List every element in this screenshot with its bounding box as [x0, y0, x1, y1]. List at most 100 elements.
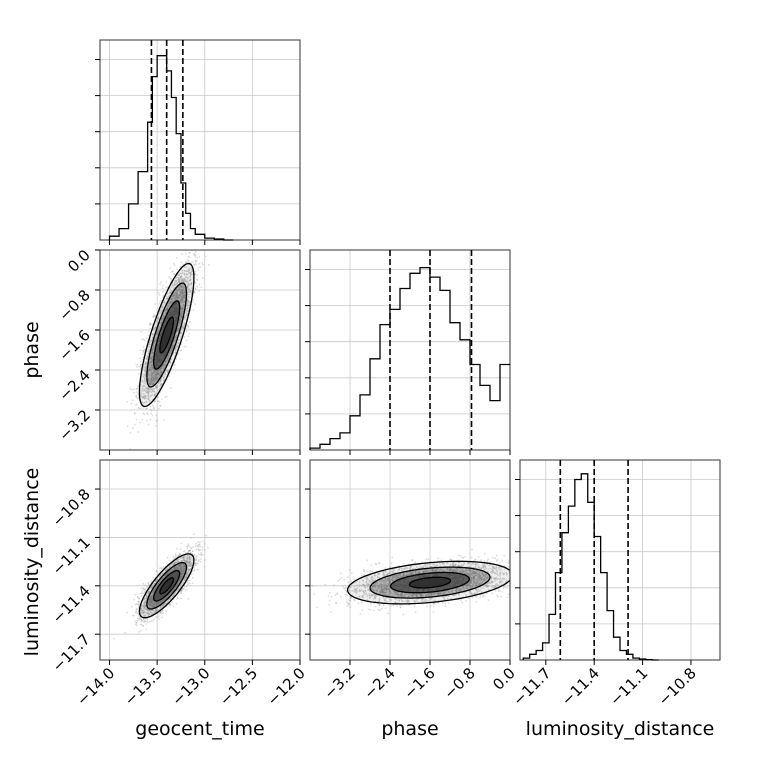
sample-point	[155, 603, 158, 606]
sample-point	[188, 284, 191, 286]
sample-point	[180, 313, 183, 316]
sample-point	[185, 346, 187, 348]
sample-point	[158, 313, 161, 315]
sample-point	[158, 602, 161, 605]
sample-point	[150, 612, 153, 614]
sample-point	[186, 545, 189, 548]
sample-point	[157, 372, 160, 375]
sample-point	[194, 563, 197, 565]
sample-point	[176, 344, 179, 347]
sample-point	[148, 343, 151, 346]
sample-point	[166, 357, 169, 360]
sample-point	[198, 543, 201, 545]
sample-point	[173, 283, 176, 286]
sample-point	[148, 327, 151, 329]
sample-point	[149, 361, 152, 364]
sample-point	[173, 568, 176, 571]
sample-point	[151, 351, 154, 354]
sample-point	[166, 572, 169, 575]
sample-point	[166, 359, 169, 361]
sample-point	[162, 290, 165, 293]
sample-point	[151, 367, 154, 370]
sample-point	[177, 295, 180, 297]
sample-point	[187, 286, 189, 288]
sample-point	[172, 563, 175, 566]
sample-point	[180, 284, 183, 287]
sample-point	[148, 597, 151, 600]
sample-point	[194, 288, 197, 290]
sample-point	[171, 346, 174, 349]
sample-point	[173, 587, 176, 590]
sample-point	[188, 293, 190, 296]
sample-point	[154, 314, 157, 317]
sample-point	[183, 558, 186, 561]
sample-point	[160, 321, 163, 324]
sample-point	[152, 329, 155, 331]
sample-point	[178, 578, 181, 581]
sample-point	[183, 280, 186, 283]
sample-point	[169, 592, 172, 595]
sample-point	[157, 582, 160, 585]
sample-point	[180, 570, 183, 573]
sample-point	[181, 279, 184, 281]
sample-point	[173, 273, 175, 276]
sample-point	[152, 379, 155, 381]
sample-point	[155, 377, 157, 379]
sample-point	[166, 572, 169, 575]
sample-point	[171, 568, 173, 571]
sample-point	[182, 556, 184, 559]
sample-point	[174, 336, 177, 338]
sample-point	[136, 619, 139, 622]
sample-point	[151, 595, 154, 598]
sample-point	[180, 592, 183, 595]
sample-point	[154, 372, 157, 375]
sample-point	[151, 585, 154, 587]
sample-point	[155, 602, 158, 605]
sample-point	[180, 566, 183, 569]
sample-point	[146, 386, 148, 388]
sample-point	[181, 296, 183, 299]
sample-point	[154, 602, 157, 605]
sample-point	[179, 294, 182, 297]
sample-point	[164, 570, 167, 572]
sample-point	[189, 291, 192, 293]
sample-point	[165, 602, 168, 605]
sample-point	[187, 569, 190, 571]
sample-point	[178, 321, 181, 323]
sample-point	[185, 280, 188, 283]
sample-point	[152, 377, 155, 380]
sample-point	[181, 324, 184, 327]
sample-point	[157, 329, 160, 332]
sample-point	[182, 556, 185, 558]
sample-point	[187, 246, 189, 248]
sample-point	[214, 225, 216, 227]
sample-point	[186, 313, 189, 316]
y-tick-label: −3.2	[55, 406, 93, 444]
sample-point	[147, 390, 150, 392]
sample-point	[187, 565, 190, 567]
sample-point	[190, 563, 193, 566]
sample-point	[176, 290, 179, 292]
sample-point	[173, 563, 176, 566]
sample-point	[156, 373, 158, 375]
sample-point	[153, 313, 156, 316]
sample-point	[158, 368, 160, 371]
sample-point	[164, 360, 167, 363]
sample-point	[149, 341, 152, 343]
sample-point	[183, 559, 185, 562]
sample-point	[181, 283, 183, 286]
sample-point	[180, 308, 183, 310]
sample-point	[133, 388, 136, 391]
sample-point	[186, 330, 189, 333]
sample-point	[147, 423, 150, 426]
sample-point	[135, 418, 138, 421]
sample-point	[152, 371, 155, 374]
sample-point	[173, 283, 176, 286]
sample-point	[163, 597, 166, 600]
sample-point	[191, 582, 194, 584]
sample-point	[175, 585, 177, 588]
sample-point	[146, 390, 149, 393]
sample-point	[208, 263, 210, 266]
sample-point	[151, 366, 154, 369]
sample-point	[151, 379, 154, 382]
